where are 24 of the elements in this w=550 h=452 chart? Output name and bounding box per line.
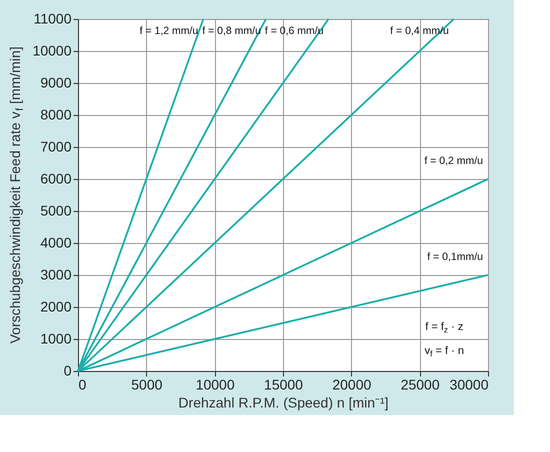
y-tick-label: 10000 bbox=[32, 42, 72, 58]
x-tick-label: 20000 bbox=[332, 376, 372, 392]
y-tick-label: 8000 bbox=[40, 106, 72, 122]
y-tick-label: 9000 bbox=[40, 74, 72, 90]
y-tick-label: 2000 bbox=[40, 298, 72, 314]
x-axis-title: Drehzahl R.P.M. (Speed) n [min⁻¹] bbox=[178, 394, 389, 410]
y-tick-label: 7000 bbox=[40, 138, 72, 154]
x-tick-label: 30000 bbox=[450, 376, 489, 392]
y-tick-label: 11000 bbox=[34, 10, 72, 26]
x-tick-label: 25000 bbox=[400, 376, 440, 392]
annotation: f = 0,1mm/u bbox=[427, 251, 484, 263]
annotation: f = 1,2 mm/u bbox=[140, 25, 198, 37]
x-tick-label: 5000 bbox=[131, 376, 163, 392]
x-tick-label: 15000 bbox=[264, 376, 304, 392]
y-tick-label: 4000 bbox=[40, 234, 72, 250]
y-tick-label: 3000 bbox=[40, 266, 72, 282]
annotation: f = 0,2 mm/u bbox=[424, 155, 484, 167]
y-tick-label: 6000 bbox=[40, 170, 72, 186]
x-tick-label: 10000 bbox=[196, 376, 235, 392]
y-axis-title: Vorschubgeschwindigkeit Feed rate vf [mm/min] bbox=[7, 46, 26, 344]
y-tick-label: 5000 bbox=[40, 202, 72, 218]
x-tick-label: 0 bbox=[78, 376, 86, 392]
y-tick-label: 0 bbox=[64, 362, 72, 378]
y-tick-label: 1000 bbox=[40, 330, 72, 346]
